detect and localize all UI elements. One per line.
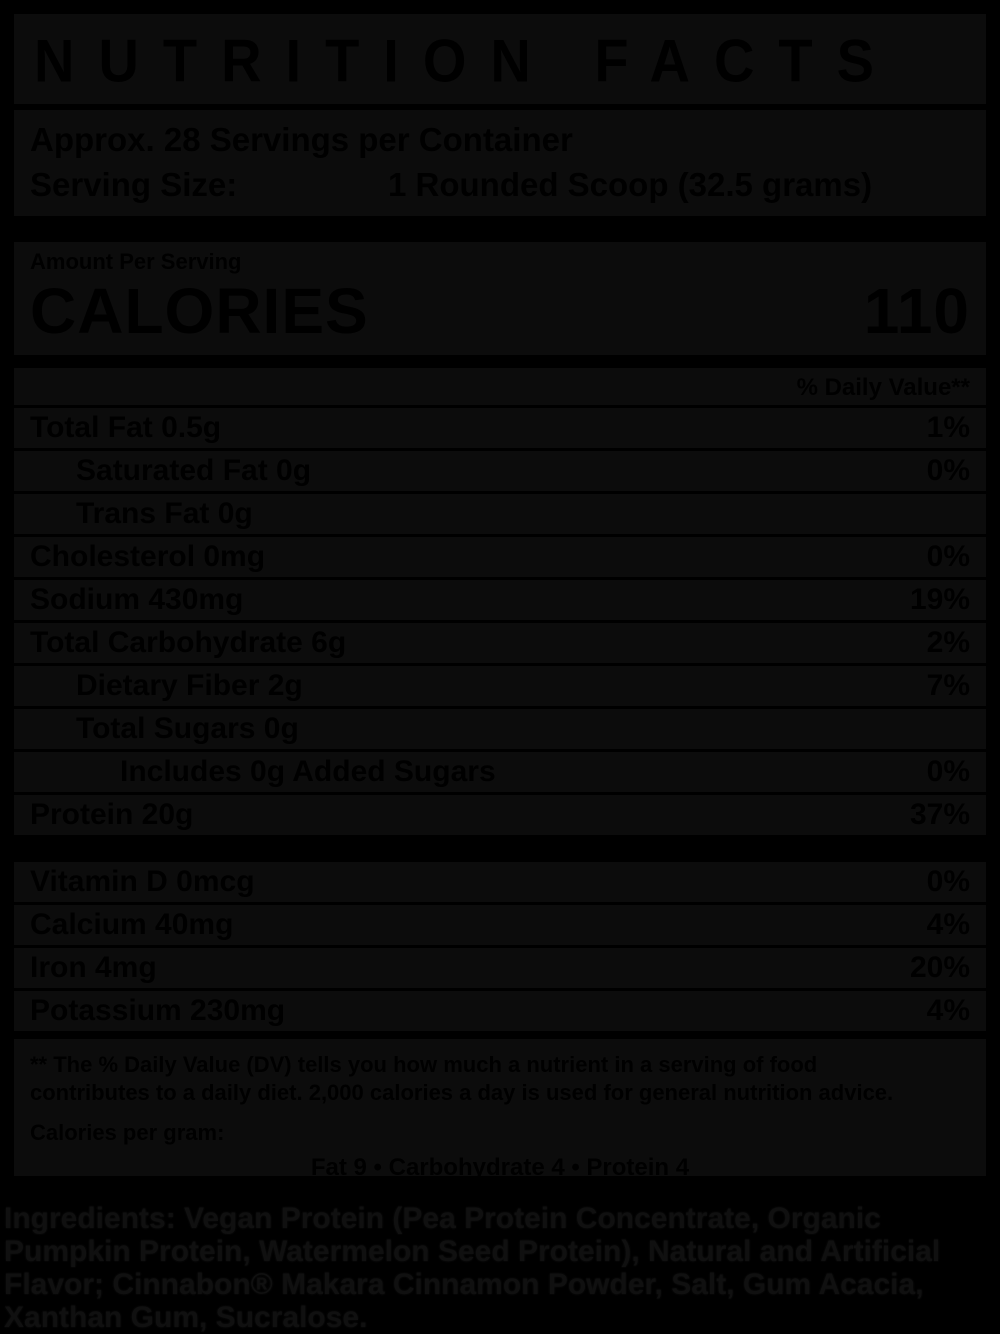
row-divider [14, 448, 986, 451]
serving-size-label: Serving Size: [30, 166, 238, 203]
nutrient-dv: 19% [909, 583, 970, 616]
nutrient-name: Potassium 230mg [30, 994, 286, 1027]
nutrient-row-added-sugars: Includes 0g Added Sugars 0% [30, 752, 970, 792]
row-divider [14, 902, 986, 905]
nutrient-name: Sodium 430mg [30, 583, 244, 616]
row-divider [14, 534, 986, 537]
section-bar-vitamins [14, 835, 986, 862]
nutrient-name: Total Carbohydrate 6g [30, 626, 347, 659]
nutrient-name: Trans Fat 0g [76, 497, 253, 530]
nutrient-dv: 0% [926, 755, 970, 788]
nutrient-dv: 0% [926, 540, 970, 573]
row-divider [14, 577, 986, 580]
nutrient-row-total-fat: Total Fat 0.5g 1% [30, 408, 970, 448]
row-divider [14, 792, 986, 795]
calories-per-gram-values: Fat 9 • Carbohydrate 4 • Protein 4 [310, 1154, 690, 1181]
calories-value: 110 [863, 275, 970, 347]
nutrient-name: Total Sugars 0g [76, 712, 299, 745]
nutrient-dv: 20% [909, 951, 970, 984]
section-bar-footnote [14, 1031, 986, 1039]
calories-row: CALORIES 110 [30, 277, 970, 345]
nutrient-row-calcium: Calcium 40mg 4% [30, 905, 970, 945]
nutrient-row-protein: Protein 20g 37% [30, 795, 970, 835]
nutrient-dv: 0% [926, 454, 970, 487]
row-divider [14, 749, 986, 752]
calories-label: CALORIES [30, 275, 369, 347]
row-divider [14, 945, 986, 948]
nutrient-dv: 0% [926, 865, 970, 898]
servings-per-container: Approx. 28 Servings per Container [30, 121, 573, 158]
nutrient-row-saturated-fat: Saturated Fat 0g 0% [30, 451, 970, 491]
section-bar-calories [14, 355, 986, 368]
calories-per-gram-label: Calories per gram: [30, 1120, 225, 1145]
nutrient-name: Includes 0g Added Sugars [120, 755, 496, 788]
nutrient-row-vitamin-d: Vitamin D 0mcg 0% [30, 862, 970, 902]
serving-size-row: Serving Size: 1 Rounded Scoop (32.5 gram… [30, 162, 970, 207]
nutrient-row-iron: Iron 4mg 20% [30, 948, 970, 988]
nutrient-name: Saturated Fat 0g [76, 454, 312, 487]
row-divider [14, 988, 986, 991]
row-divider [14, 706, 986, 709]
serving-size-value: 1 Rounded Scoop (32.5 grams) [388, 166, 873, 203]
ingredients-text: Ingredients: Vegan Protein (Pea Protein … [4, 1202, 941, 1334]
nutrient-row-potassium: Potassium 230mg 4% [30, 991, 970, 1031]
nutrient-dv: 7% [926, 669, 970, 702]
nutrient-name: Cholesterol 0mg [30, 540, 266, 573]
nutrient-name: Calcium 40mg [30, 908, 234, 941]
nutrient-dv: 4% [926, 994, 970, 1027]
nutrient-dv: 1% [926, 411, 970, 444]
nutrient-name: Protein 20g [30, 798, 194, 831]
section-bar-top [14, 216, 986, 242]
nutrient-name: Dietary Fiber 2g [76, 669, 303, 702]
row-divider [14, 491, 986, 494]
nutrient-row-trans-fat: Trans Fat 0g [30, 494, 970, 534]
nutrient-dv: 4% [926, 908, 970, 941]
nutrition-facts-panel: NUTRITION FACTS Approx. 28 Servings per … [12, 12, 988, 1181]
row-divider [14, 405, 986, 408]
nutrient-name: Total Fat 0.5g [30, 411, 222, 444]
daily-value-footnote: ** The % Daily Value (DV) tells you how … [30, 1052, 894, 1105]
nutrient-name: Iron 4mg [30, 951, 157, 984]
panel-title: NUTRITION FACTS [34, 26, 898, 95]
daily-value-header: % Daily Value** [796, 374, 970, 401]
nutrient-row-dietary-fiber: Dietary Fiber 2g 7% [30, 666, 970, 706]
nutrient-row-total-carbohydrate: Total Carbohydrate 6g 2% [30, 623, 970, 663]
nutrient-row-total-sugars: Total Sugars 0g [30, 709, 970, 749]
row-divider [14, 663, 986, 666]
nutrient-row-cholesterol: Cholesterol 0mg 0% [30, 537, 970, 577]
amount-per-serving-label: Amount Per Serving [30, 249, 242, 274]
row-divider [14, 620, 986, 623]
nutrient-row-sodium: Sodium 430mg 19% [30, 580, 970, 620]
nutrient-name: Vitamin D 0mcg [30, 865, 255, 898]
nutrient-dv: 37% [909, 798, 970, 831]
title-divider [14, 104, 986, 110]
nutrient-dv: 2% [926, 626, 970, 659]
